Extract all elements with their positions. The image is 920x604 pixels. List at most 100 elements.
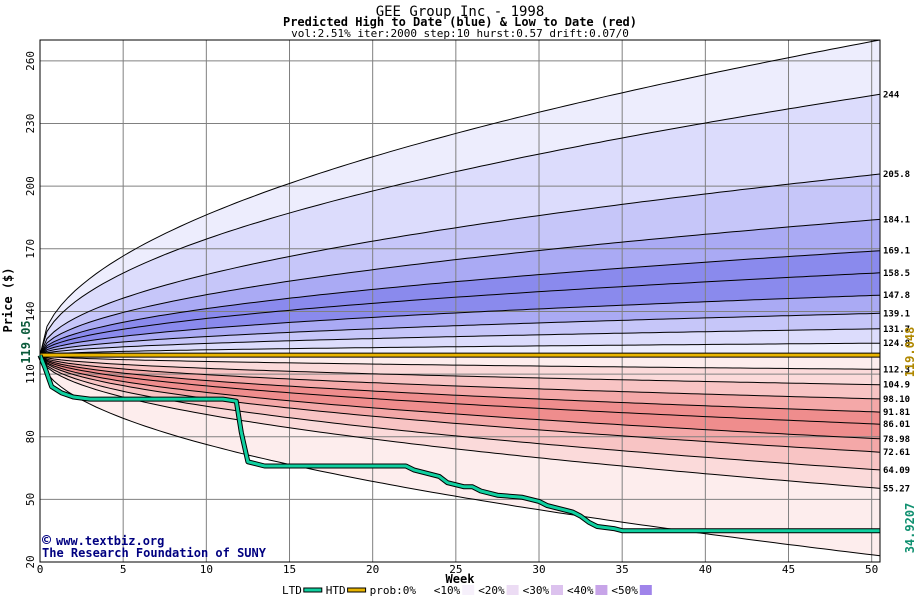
legend-label: prob:0% [370, 584, 417, 597]
copyright-symbol: © [42, 531, 52, 549]
x-tick-label: 0 [37, 563, 44, 576]
percentile-line [39, 354, 881, 413]
percentile-line [39, 354, 881, 489]
percentile-line [39, 342, 880, 356]
percentile-line [39, 312, 881, 356]
plot-area [37, 39, 881, 563]
percentile-end-label: 124.8 [883, 339, 910, 349]
ltd-line [38, 354, 881, 533]
chart-title: GEE Group Inc - 1998 [376, 4, 545, 20]
y-tick-label: 20 [24, 555, 37, 568]
percentile-end-label: 147.8 [883, 291, 910, 301]
lower-band [40, 355, 880, 413]
percentile-end-label: 64.09 [883, 466, 910, 476]
x-tick-label: 30 [532, 563, 545, 576]
y-tick-label: 80 [24, 430, 37, 443]
legend-label: <40% [567, 584, 594, 597]
legend-swatch [595, 585, 608, 595]
upper-band [40, 94, 880, 356]
percentile-line [39, 354, 881, 453]
y-tick-label: 260 [24, 51, 37, 71]
legend-label: <30% [523, 584, 550, 597]
lower-band [40, 355, 880, 425]
percentile-line [39, 354, 881, 440]
x-tick-label: 25 [449, 563, 462, 576]
y-tick-label: 170 [24, 239, 37, 259]
lower-band [40, 355, 880, 439]
legend-swatch [462, 585, 475, 595]
percentile-line [39, 354, 881, 425]
y-axis-ticks: 20 50 80 110 140 170 200 230 260 [24, 51, 37, 569]
percentile-end-label: 55.27 [883, 484, 910, 494]
upper-band [40, 40, 880, 356]
x-tick-label: 35 [616, 563, 629, 576]
x-tick-label: 15 [283, 563, 296, 576]
lower-band [40, 355, 880, 399]
upper-band [40, 272, 880, 356]
x-tick-label: 50 [865, 563, 878, 576]
x-tick-label: 5 [120, 563, 127, 576]
legend-label: <50% [611, 584, 638, 597]
lower-band [40, 355, 880, 470]
credits: © www.textbiz.org The Research Foundatio… [42, 531, 267, 560]
legend-swatch [639, 585, 652, 595]
price-series [37, 352, 881, 534]
legend-label: <20% [478, 584, 505, 597]
upper-band [40, 174, 880, 356]
percentile-end-label: 72.61 [883, 448, 910, 458]
percentile-end-label: 112.3 [883, 365, 910, 375]
legend-label: LTD [282, 584, 302, 597]
y-tick-label: 200 [24, 176, 37, 196]
lower-band [40, 355, 880, 370]
percentile-end-label: 104.9 [883, 381, 910, 391]
percentile-line [39, 354, 881, 370]
y-axis-label: Price ($) [1, 267, 15, 332]
upper-band [40, 343, 880, 356]
percentile-end-label: 131.7 [883, 325, 910, 335]
percentile-line [39, 294, 881, 356]
credit-org: The Research Foundation of SUNY [42, 546, 267, 560]
percentile-end-label: 169.1 [883, 247, 910, 257]
y-tick-label: 140 [24, 302, 37, 322]
legend-swatch [551, 585, 563, 595]
chart-params: vol:2.51% iter:2000 step:10 hurst:0.57 d… [291, 27, 629, 40]
x-tick-label: 10 [200, 563, 213, 576]
credit-site: www.textbiz.org [56, 534, 164, 548]
gridlines [39, 40, 880, 563]
upper-band [40, 219, 880, 356]
percentile-line [39, 173, 881, 356]
upper-band [40, 313, 880, 356]
upper-band [40, 250, 880, 356]
legend-label: HTD [326, 584, 346, 597]
percentile-line [39, 272, 881, 356]
percentile-end-label: 91.81 [883, 408, 910, 418]
percentile-lines [39, 39, 881, 557]
percentile-line [39, 354, 881, 471]
start-price-label: 119.05 [19, 320, 33, 363]
x-tick-label: 45 [782, 563, 795, 576]
chart-subtitle: Predicted High to Date (blue) & Low to D… [283, 15, 637, 29]
x-tick-label: 20 [366, 563, 379, 576]
legend-line-swatch [347, 587, 367, 593]
percentile-line [39, 250, 881, 356]
current-price-label: 119.048 [903, 327, 917, 378]
legend-swatch [417, 585, 430, 595]
x-axis-label: Week [446, 572, 476, 586]
percentile-line [39, 328, 881, 356]
percentile-end-label: 78.98 [883, 435, 910, 445]
percentile-end-label: 244 [883, 90, 900, 100]
percentile-end-label: 205.8 [883, 170, 910, 180]
legend: LTD HTD prob:0% <10% <20% <30% <40% <50% [282, 584, 652, 597]
percentile-line [39, 355, 881, 557]
percentile-end-label: 184.1 [883, 215, 910, 225]
legend-line-swatch [303, 587, 323, 593]
percentile-line [39, 39, 881, 356]
percentile-end-label: 158.5 [883, 269, 910, 279]
percentile-line [39, 93, 881, 356]
plot-frame [39, 39, 881, 563]
legend-swatch [506, 585, 519, 595]
percentile-end-label: 86.01 [883, 420, 910, 430]
percentile-line [39, 218, 881, 356]
percentile-line [39, 354, 881, 400]
